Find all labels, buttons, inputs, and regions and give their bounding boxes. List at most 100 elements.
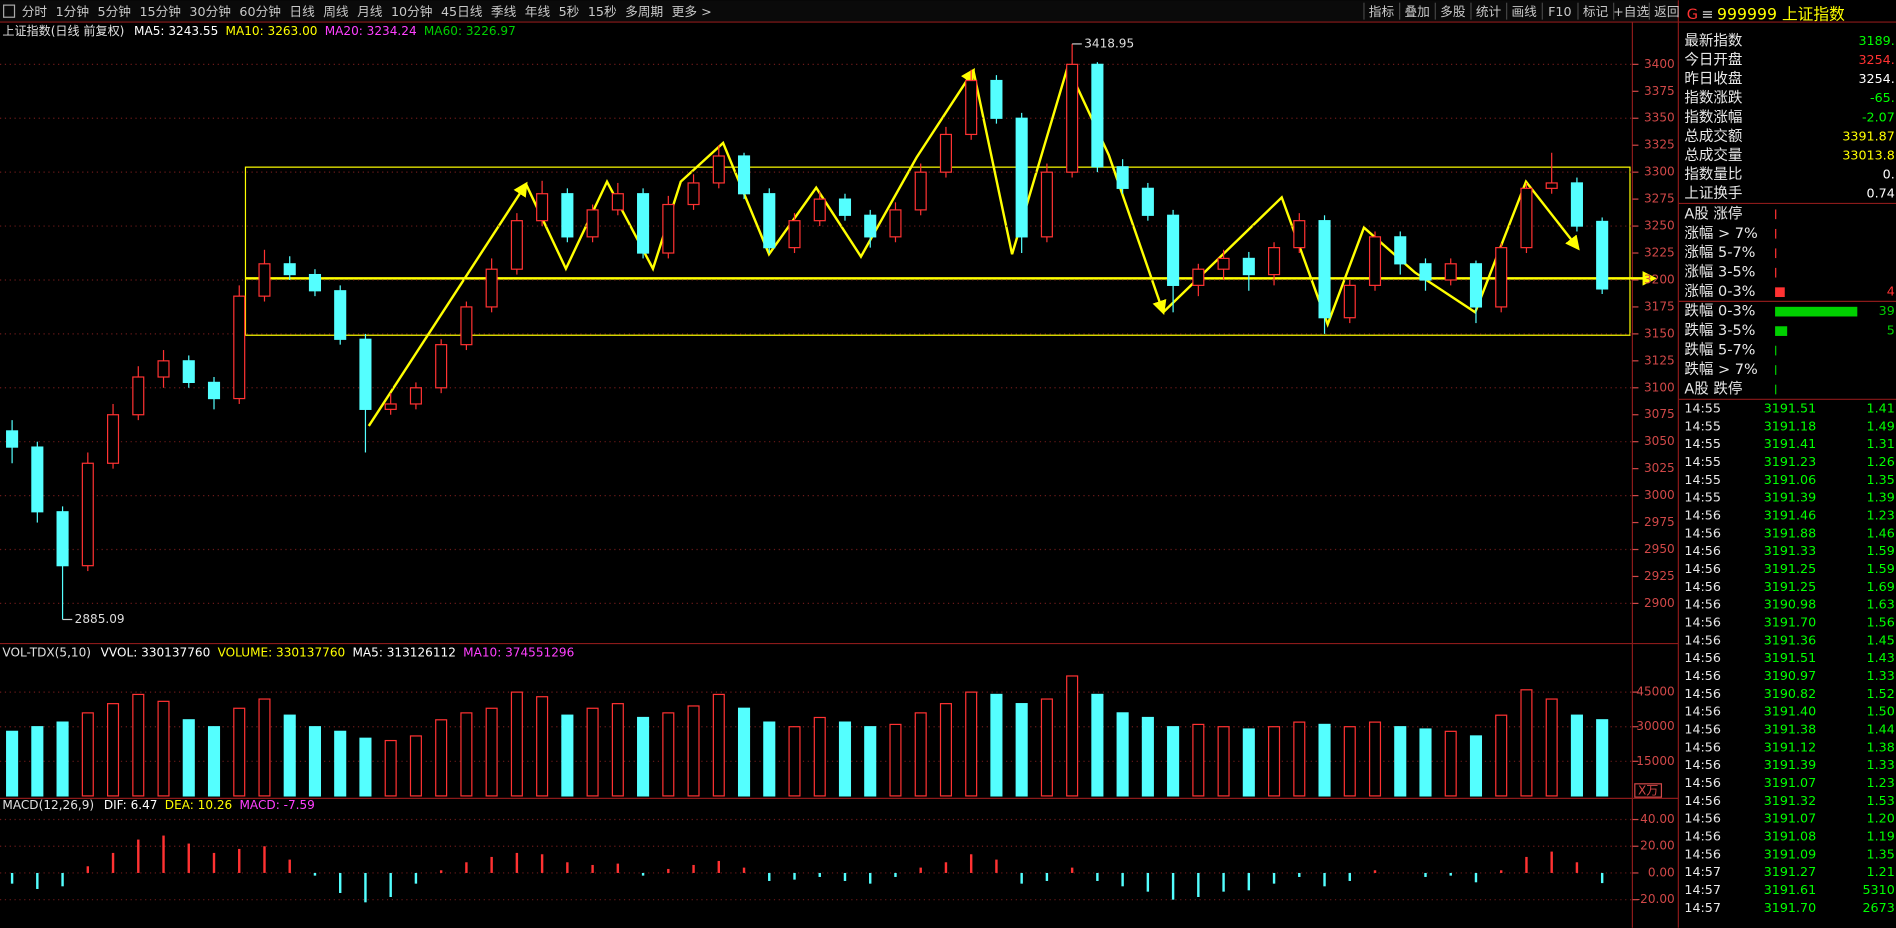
- candle-body: [31, 446, 44, 513]
- candle-body: [889, 209, 902, 238]
- tool-button[interactable]: +自选: [1613, 4, 1649, 19]
- tick-price: 3191.23: [1764, 454, 1816, 469]
- y-tick-label: 3150: [1644, 326, 1675, 340]
- tick-time: 14:56: [1684, 543, 1721, 558]
- tick-volume: 1.38: [1867, 739, 1895, 754]
- toolbar-icon[interactable]: [3, 4, 16, 18]
- tool-button[interactable]: 多股: [1440, 4, 1466, 19]
- tool-button[interactable]: 画线: [1511, 4, 1537, 19]
- period-tab[interactable]: 多周期: [625, 4, 663, 19]
- period-tab[interactable]: 15秒: [588, 4, 617, 19]
- period-tab[interactable]: 日线: [289, 4, 315, 19]
- tick-price: 3191.32: [1764, 793, 1816, 808]
- candle-body: [536, 193, 549, 222]
- candle-body: [561, 193, 574, 238]
- tick-time: 14:56: [1684, 829, 1721, 844]
- volume-bar: [283, 714, 296, 797]
- tool-button[interactable]: 标记: [1583, 4, 1609, 19]
- candle-body: [1318, 220, 1331, 319]
- y-tick-label: 3175: [1644, 299, 1675, 313]
- tick-price: 3191.33: [1764, 543, 1816, 558]
- tool-button[interactable]: 返回: [1654, 4, 1679, 19]
- period-tab[interactable]: 5分钟: [98, 4, 131, 19]
- period-tab[interactable]: 分时: [22, 4, 48, 19]
- period-tab[interactable]: 年线: [525, 4, 551, 19]
- tool-button[interactable]: 叠加: [1404, 4, 1429, 19]
- y-tick-label: 45000: [1636, 685, 1674, 699]
- tick-time: 14:56: [1684, 579, 1721, 594]
- candle-body: [334, 290, 347, 340]
- tick-volume: 1.46: [1867, 525, 1895, 540]
- quote-value: 3254.: [1858, 71, 1894, 86]
- breadth-bar: [1775, 248, 1777, 259]
- icon-g[interactable]: G: [1687, 7, 1698, 23]
- period-tab[interactable]: 周线: [323, 4, 349, 19]
- volume-bar: [561, 714, 574, 797]
- quote-label: 今日开盘: [1684, 50, 1742, 68]
- box-drawing: [244, 166, 1631, 336]
- period-tab[interactable]: 5秒: [559, 4, 580, 19]
- volume-bar: [1444, 730, 1457, 797]
- breadth-bar: [1775, 365, 1777, 375]
- breadth-bar: [1775, 306, 1858, 317]
- candle-body: [712, 155, 725, 184]
- period-tab[interactable]: 45日线: [441, 4, 483, 19]
- candle-body: [510, 220, 523, 270]
- tick-price: 3191.08: [1764, 829, 1816, 844]
- period-tab[interactable]: 1分钟: [56, 4, 89, 19]
- candle-body: [1343, 284, 1356, 319]
- tool-button[interactable]: 指标: [1369, 4, 1395, 19]
- tick-price: 3191.36: [1764, 632, 1816, 647]
- volume-bar: [788, 726, 801, 797]
- y-tick-label: -20.00: [1636, 892, 1675, 906]
- candle-body: [384, 403, 397, 410]
- tick-price: 3191.40: [1764, 704, 1816, 719]
- tick-time: 14:56: [1684, 757, 1721, 772]
- volume-bar: [1596, 719, 1609, 797]
- y-tick-label: 3075: [1644, 407, 1675, 421]
- tick-time: 14:56: [1684, 811, 1721, 826]
- indicator-label: DEA: 10.26: [165, 798, 232, 812]
- period-tab[interactable]: 30分钟: [189, 4, 231, 19]
- volume-bar: [485, 707, 498, 797]
- period-tab[interactable]: 15分钟: [139, 4, 181, 19]
- candle-body: [1217, 257, 1230, 270]
- breadth-label: 跌幅 5-7%: [1684, 342, 1755, 359]
- chart-title: MACD(12,26,9): [2, 798, 94, 812]
- candle-body: [258, 263, 271, 297]
- period-tab[interactable]: 更多 >: [672, 4, 712, 19]
- breadth-label: 涨幅 3-5%: [1684, 264, 1755, 281]
- period-tab[interactable]: 季线: [491, 4, 517, 19]
- tool-button[interactable]: 统计: [1476, 4, 1502, 19]
- tool-button[interactable]: F10: [1548, 4, 1571, 19]
- tick-price: 3191.07: [1764, 775, 1816, 790]
- icon-menu[interactable]: ≡: [1701, 7, 1713, 23]
- y-tick-label: 2925: [1644, 569, 1675, 583]
- unit-box: [1634, 783, 1663, 798]
- quote-value: 3189.: [1858, 33, 1894, 48]
- candle-body: [1469, 263, 1483, 308]
- period-tab[interactable]: 月线: [357, 4, 383, 19]
- candle-body: [737, 155, 751, 195]
- breadth-label: A股 涨停: [1684, 205, 1742, 222]
- tick-volume: 1.49: [1867, 418, 1895, 433]
- tick-time: 14:56: [1684, 739, 1721, 754]
- tick-volume: 1.59: [1867, 543, 1895, 558]
- tick-price: 3191.39: [1764, 490, 1816, 505]
- y-tick-label: 20.00: [1640, 839, 1675, 853]
- volume-bar: [914, 712, 927, 797]
- breadth-bar: [1775, 287, 1785, 298]
- candle-body: [132, 376, 145, 416]
- volume-bar: [1394, 726, 1407, 797]
- period-tab[interactable]: 60分钟: [239, 4, 281, 19]
- quote-label: 最新指数: [1684, 32, 1742, 49]
- volume-bar: [611, 703, 624, 797]
- y-tick-label: 30000: [1636, 719, 1674, 733]
- indicator-label: MA10: 3263.00: [226, 24, 318, 38]
- period-tab[interactable]: 10分钟: [391, 4, 433, 19]
- tick-time: 14:56: [1684, 775, 1721, 790]
- breadth-bar: [1775, 326, 1788, 336]
- volume-bar: [510, 691, 523, 797]
- arrow-drawing: [1162, 179, 1580, 328]
- candle-body: [990, 79, 1003, 119]
